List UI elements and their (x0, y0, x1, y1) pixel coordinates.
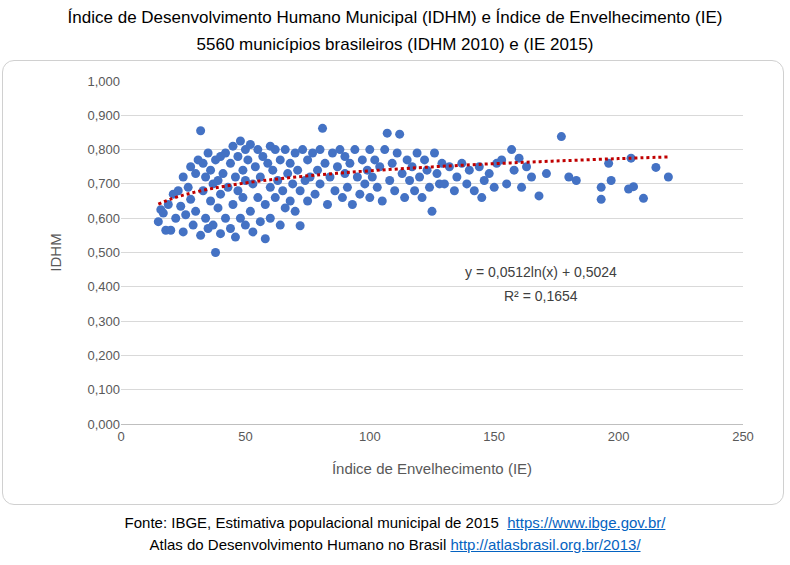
svg-text:0,600: 0,600 (87, 211, 120, 226)
svg-text:R² = 0,1654: R² = 0,1654 (504, 288, 578, 304)
svg-text:150: 150 (483, 429, 505, 444)
svg-text:0,700: 0,700 (87, 176, 120, 191)
svg-text:1,000: 1,000 (87, 74, 120, 89)
svg-text:0,000: 0,000 (87, 417, 120, 432)
svg-text:0: 0 (117, 429, 124, 444)
svg-text:0,900: 0,900 (87, 108, 120, 123)
svg-text:y = 0,0512ln(x) + 0,5024: y = 0,0512ln(x) + 0,5024 (465, 264, 617, 280)
svg-text:0,500: 0,500 (87, 245, 120, 260)
svg-text:200: 200 (608, 429, 630, 444)
html-text:5560 municípios brasileiros (I: 5560 municípios brasileiros (IDHM 2010) … (196, 35, 594, 54)
svg-text:0,300: 0,300 (87, 314, 120, 329)
html-text:Índice de Desenvolvimento Huma: Índice de Desenvolvimento Humano Municip… (67, 8, 723, 27)
svg-text:50: 50 (238, 429, 252, 444)
svg-text:IDHM: IDHM (47, 233, 64, 271)
svg-text:100: 100 (359, 429, 381, 444)
svg-text:0,400: 0,400 (87, 279, 120, 294)
html-text:Atlas do Desenvolvimento Human: Atlas do Desenvolvimento Humano no Brasi… (149, 536, 641, 553)
svg-text:0,100: 0,100 (87, 382, 120, 397)
svg-text:Índice de Envelhecimento (IE): Índice de Envelhecimento (IE) (332, 460, 532, 477)
svg-text:0,800: 0,800 (87, 142, 120, 157)
html-text:Fonte: IBGE, Estimativa popula: Fonte: IBGE, Estimativa populacional mun… (124, 514, 666, 531)
svg-text:250: 250 (732, 429, 754, 444)
svg-text:0,200: 0,200 (87, 348, 120, 363)
